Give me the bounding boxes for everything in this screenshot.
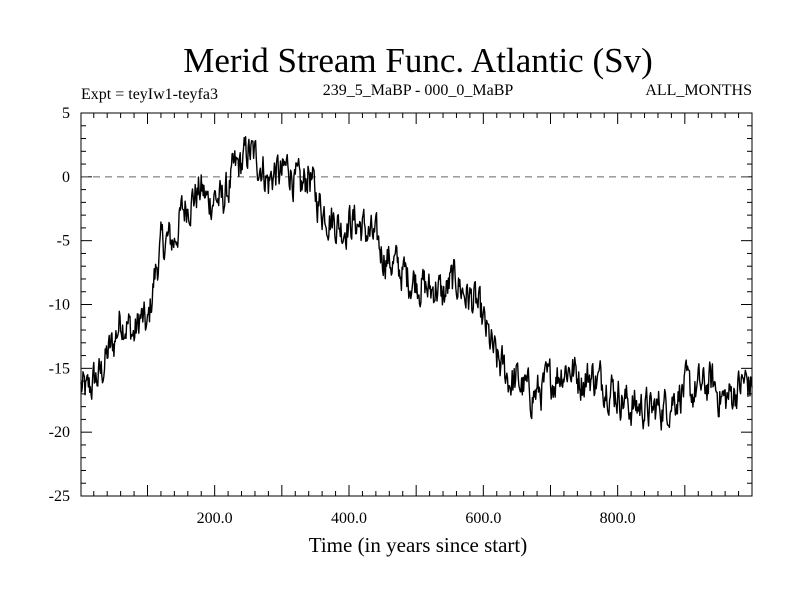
x-tick-label: 800.0	[600, 510, 636, 527]
y-tick-label: -25	[49, 488, 70, 505]
period-label: 239_5_MaBP - 000_0_MaBP	[323, 82, 514, 99]
y-tick-label: 5	[62, 105, 70, 122]
x-tick-label: 600.0	[465, 510, 501, 527]
y-tick-label: -20	[49, 424, 70, 441]
y-tick-label: -5	[57, 233, 70, 250]
y-tick-label: 0	[62, 169, 70, 186]
chart-title: Merid Stream Func. Atlantic (Sv)	[183, 41, 653, 80]
experiment-label: Expt = teyIw1-teyfa3	[81, 86, 218, 103]
y-tick-label: -15	[49, 360, 70, 377]
axis-ticks	[81, 112, 752, 497]
months-label: ALL_MONTHS	[645, 82, 752, 99]
x-tick-label: 400.0	[331, 510, 367, 527]
plot-area	[80, 112, 753, 497]
x-tick-label: 200.0	[197, 510, 233, 527]
y-tick-label: -10	[49, 297, 70, 314]
axis-tick-labels: 200.0 400.0 600.0 800.0 5 0 -5 -10 -15 -20 -25	[49, 105, 636, 527]
x-axis-label: Time (in years since start)	[309, 533, 528, 557]
series-line	[80, 136, 753, 431]
